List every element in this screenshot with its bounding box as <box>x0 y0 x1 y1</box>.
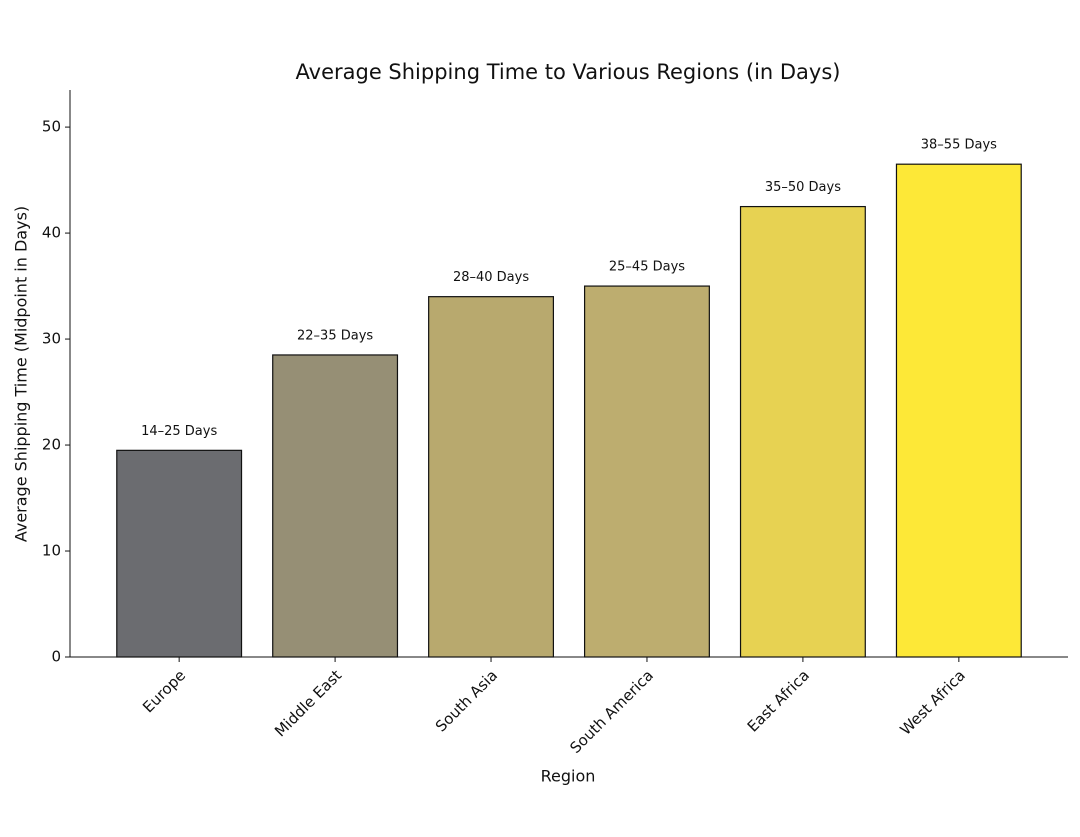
y-axis-label: Average Shipping Time (Midpoint in Days) <box>12 206 31 542</box>
bar-annotation: 28–40 Days <box>453 270 529 285</box>
x-tick-label: West Africa <box>896 666 968 738</box>
y-tick-label: 30 <box>42 330 61 348</box>
y-tick-label: 20 <box>42 436 61 454</box>
x-tick-label: East Africa <box>744 666 813 735</box>
y-tick-label: 0 <box>51 648 61 666</box>
bar-annotation: 38–55 Days <box>921 138 997 153</box>
bar-annotation: 25–45 Days <box>609 260 685 275</box>
x-tick-label: Middle East <box>271 666 345 740</box>
bar <box>428 296 555 658</box>
bar-annotation: 14–25 Days <box>141 424 217 439</box>
x-axis-label: Region <box>541 767 596 786</box>
bar <box>583 285 710 658</box>
bar <box>739 205 866 658</box>
bar <box>272 354 399 658</box>
y-tick-label: 40 <box>42 224 61 242</box>
bar-annotation: 35–50 Days <box>765 180 841 195</box>
y-tick-label: 50 <box>42 118 61 136</box>
y-tick-label: 10 <box>42 542 61 560</box>
bar-annotation: 22–35 Days <box>297 328 373 343</box>
chart-title: Average Shipping Time to Various Regions… <box>296 60 841 84</box>
x-tick-label: Europe <box>139 666 189 716</box>
bar <box>895 163 1022 658</box>
x-tick-label: South America <box>566 666 657 757</box>
x-tick-label: South Asia <box>432 666 501 735</box>
bar <box>116 449 243 658</box>
